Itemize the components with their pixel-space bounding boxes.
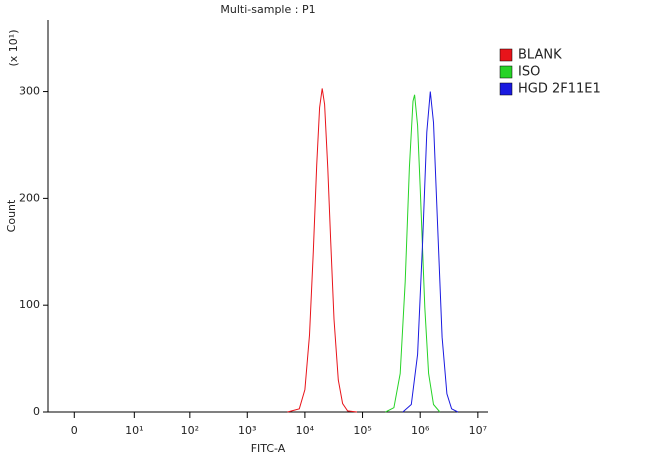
legend-label: HGD 2F11E1 — [518, 82, 601, 97]
y-tick-label: 300 — [19, 85, 40, 98]
y-tick-label: 0 — [33, 405, 40, 418]
y-axis-label: Count — [5, 199, 18, 232]
x-tick-label: 10³ — [238, 424, 256, 437]
chart-title: Multi-sample : P1 — [220, 3, 315, 16]
y-multiplier: (x 10¹) — [7, 30, 20, 67]
legend-swatch — [499, 82, 513, 96]
legend-label: ISO — [518, 65, 540, 80]
histogram-line — [287, 88, 358, 413]
x-tick-label: 10² — [181, 424, 199, 437]
x-tick-label: 10⁷ — [469, 424, 487, 437]
legend-label: BLANK — [518, 48, 562, 63]
histogram-line — [385, 94, 441, 413]
x-tick-label: 10¹ — [125, 424, 143, 437]
x-tick-label: 10⁴ — [296, 424, 315, 437]
y-tick-label: 200 — [19, 191, 40, 204]
histogram-line — [402, 91, 459, 413]
x-axis-label: FITC-A — [251, 442, 286, 455]
x-tick-label: 0 — [71, 424, 78, 437]
legend-swatch — [499, 48, 513, 62]
x-tick-label: 10⁵ — [353, 424, 371, 437]
y-tick-label: 100 — [19, 298, 40, 311]
legend-swatch — [499, 65, 513, 79]
x-tick-label: 10⁶ — [411, 424, 430, 437]
